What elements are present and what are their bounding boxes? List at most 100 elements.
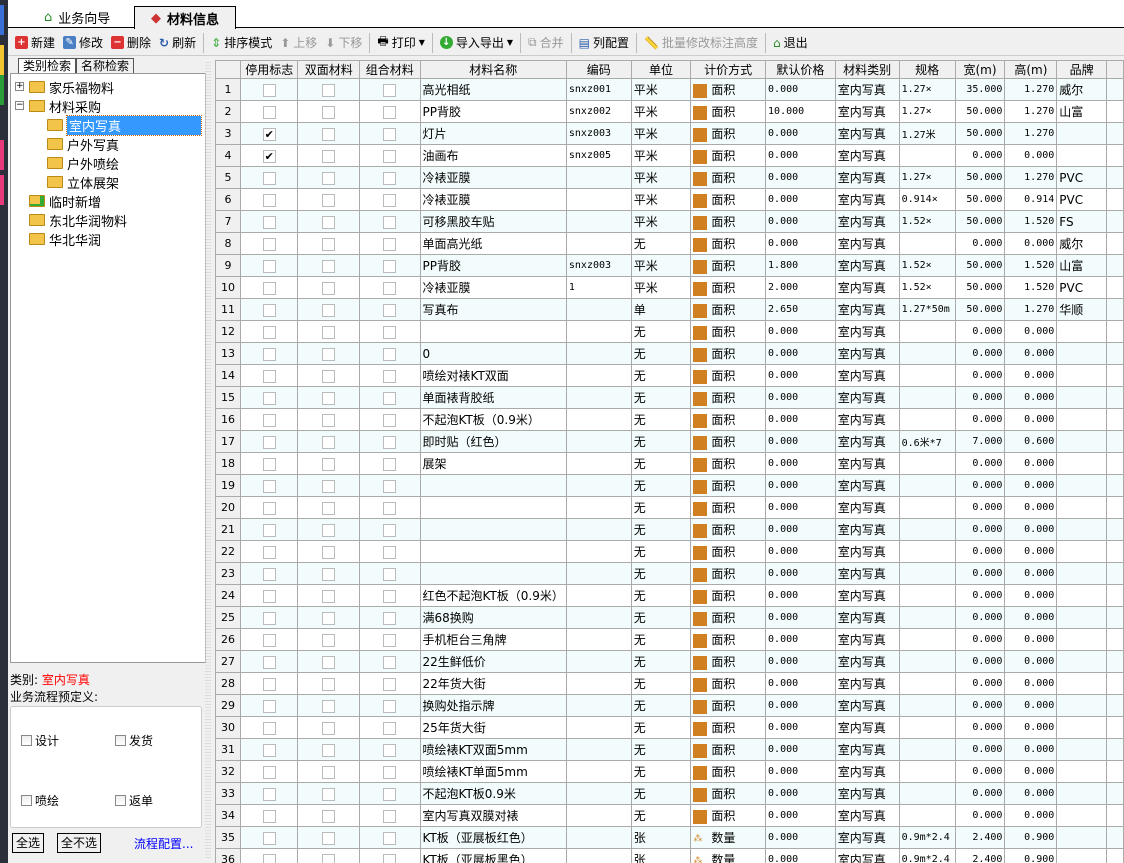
disabled-flag-cell[interactable] xyxy=(239,782,299,805)
double-sided-cell[interactable] xyxy=(297,672,360,695)
disabled-checkbox[interactable] xyxy=(262,501,276,515)
brand-cell[interactable] xyxy=(1056,364,1108,387)
combo-material-checkbox[interactable] xyxy=(383,83,397,97)
double-sided-cell[interactable] xyxy=(297,496,360,519)
tab-business-guide[interactable]: ⌂ 业务向导 xyxy=(28,6,126,28)
height-cell[interactable]: 0.000 xyxy=(1004,672,1058,695)
width-cell[interactable]: 2.400 xyxy=(954,826,1006,849)
move-down-button[interactable]: ⬇ 下移 xyxy=(322,32,365,54)
disabled-checkbox[interactable] xyxy=(262,589,276,603)
brand-cell[interactable] xyxy=(1056,672,1108,695)
pricing-method-cell[interactable]: 面积 xyxy=(690,364,767,387)
width-cell[interactable]: 50.000 xyxy=(954,122,1006,145)
material-name-cell[interactable]: 红色不起泡KT板（0.9米） xyxy=(419,584,567,607)
code-cell[interactable] xyxy=(565,672,632,695)
disabled-flag-cell[interactable] xyxy=(239,694,299,717)
material-name-cell[interactable]: 22生鲜低价 xyxy=(419,650,567,673)
combo-material-cell[interactable] xyxy=(359,408,421,431)
disabled-flag-cell[interactable] xyxy=(239,540,299,563)
brand-cell[interactable] xyxy=(1056,496,1108,519)
material-name-cell[interactable] xyxy=(419,518,567,541)
double-sided-cell[interactable] xyxy=(297,144,360,167)
code-cell[interactable] xyxy=(565,210,632,233)
height-cell[interactable]: 0.000 xyxy=(1004,540,1058,563)
combo-material-cell[interactable] xyxy=(359,342,421,365)
category-cell[interactable]: 室内写真 xyxy=(834,562,900,585)
combo-material-checkbox[interactable] xyxy=(383,347,397,361)
default-price-cell[interactable]: 0.000 xyxy=(765,848,836,863)
material-name-cell[interactable]: 0 xyxy=(419,342,567,365)
height-cell[interactable]: 0.900 xyxy=(1004,826,1058,849)
default-price-cell[interactable]: 0.000 xyxy=(765,188,836,211)
pricing-method-cell[interactable]: 面积 xyxy=(690,320,767,343)
code-cell[interactable] xyxy=(565,232,632,255)
material-name-cell[interactable]: 写真布 xyxy=(419,298,567,321)
combo-material-cell[interactable] xyxy=(359,100,421,123)
column-header[interactable]: 材料类别 xyxy=(834,60,900,79)
disabled-flag-cell[interactable] xyxy=(239,562,299,585)
default-price-cell[interactable]: 0.000 xyxy=(765,562,836,585)
height-cell[interactable]: 0.900 xyxy=(1004,848,1058,863)
material-name-cell[interactable]: 满68换购 xyxy=(419,606,567,629)
spec-cell[interactable] xyxy=(898,386,956,409)
default-price-cell[interactable]: 2.000 xyxy=(765,276,836,299)
width-cell[interactable]: 0.000 xyxy=(954,694,1006,717)
code-cell[interactable] xyxy=(565,386,632,409)
height-cell[interactable]: 0.000 xyxy=(1004,738,1058,761)
combo-material-cell[interactable] xyxy=(359,276,421,299)
height-cell[interactable]: 0.000 xyxy=(1004,694,1058,717)
combo-material-cell[interactable] xyxy=(359,452,421,475)
brand-cell[interactable] xyxy=(1056,386,1108,409)
width-cell[interactable]: 0.000 xyxy=(954,782,1006,805)
disabled-flag-cell[interactable] xyxy=(239,386,299,409)
code-cell[interactable] xyxy=(565,782,632,805)
unit-cell[interactable]: 无 xyxy=(630,430,692,453)
material-name-cell[interactable]: 展架 xyxy=(419,452,567,475)
combo-material-checkbox[interactable] xyxy=(383,831,397,845)
disabled-flag-cell[interactable] xyxy=(239,738,299,761)
double-sided-cell[interactable] xyxy=(297,452,360,475)
combo-material-cell[interactable] xyxy=(359,826,421,849)
code-cell[interactable] xyxy=(565,540,632,563)
spec-cell[interactable] xyxy=(898,562,956,585)
disabled-flag-cell[interactable] xyxy=(239,210,299,233)
material-name-cell[interactable]: 不起泡KT板（0.9米） xyxy=(419,408,567,431)
unit-cell[interactable]: 平米 xyxy=(630,276,692,299)
code-cell[interactable] xyxy=(565,738,632,761)
code-cell[interactable] xyxy=(565,804,632,827)
brand-cell[interactable]: 华顺 xyxy=(1056,298,1108,321)
combo-material-cell[interactable] xyxy=(359,584,421,607)
material-name-cell[interactable]: 喷绘裱KT单面5mm xyxy=(419,760,567,783)
default-price-cell[interactable]: 0.000 xyxy=(765,452,836,475)
default-price-cell[interactable]: 0.000 xyxy=(765,78,836,101)
pricing-method-cell[interactable]: 面积 xyxy=(690,650,767,673)
default-price-cell[interactable]: 0.000 xyxy=(765,386,836,409)
spec-cell[interactable] xyxy=(898,650,956,673)
disabled-checkbox[interactable] xyxy=(262,809,276,823)
select-none-button[interactable]: 全不选 xyxy=(57,833,102,853)
code-cell[interactable] xyxy=(565,188,632,211)
category-cell[interactable]: 室内写真 xyxy=(834,78,900,101)
delete-button[interactable]: − 删除 xyxy=(108,32,154,54)
category-cell[interactable]: 室内写真 xyxy=(834,496,900,519)
spec-cell[interactable] xyxy=(898,760,956,783)
pricing-method-cell[interactable]: ⁂ 数量 xyxy=(690,848,767,863)
disabled-flag-cell[interactable] xyxy=(239,78,299,101)
unit-cell[interactable]: 无 xyxy=(630,474,692,497)
column-header[interactable]: 双面材料 xyxy=(297,60,360,79)
pricing-method-cell[interactable]: 面积 xyxy=(690,232,767,255)
category-cell[interactable]: 室内写真 xyxy=(834,408,900,431)
double-sided-checkbox[interactable] xyxy=(322,457,336,471)
column-header[interactable]: 品牌 xyxy=(1056,60,1108,79)
combo-material-cell[interactable] xyxy=(359,804,421,827)
disabled-checkbox[interactable] xyxy=(262,215,276,229)
category-cell[interactable]: 室内写真 xyxy=(834,782,900,805)
category-cell[interactable]: 室内写真 xyxy=(834,540,900,563)
double-sided-checkbox[interactable] xyxy=(322,787,336,801)
code-cell[interactable]: snxz001 xyxy=(565,78,632,101)
brand-cell[interactable]: 山富 xyxy=(1056,100,1108,123)
category-cell[interactable]: 室内写真 xyxy=(834,518,900,541)
column-header[interactable]: 宽(m) xyxy=(954,60,1006,79)
table-row[interactable]: 30 25年货大街无面积 0.000 室内写真 0.000 0.000 xyxy=(215,716,1124,739)
code-cell[interactable] xyxy=(565,430,632,453)
